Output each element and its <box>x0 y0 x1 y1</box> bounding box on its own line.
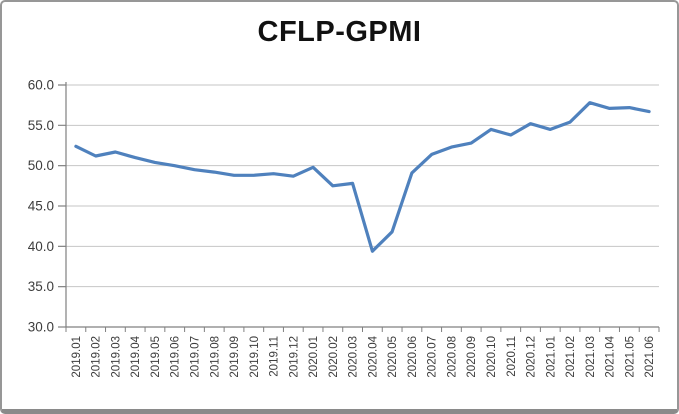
y-axis-label: 55.0 <box>28 118 54 133</box>
x-axis-label: 2020.04 <box>367 335 379 377</box>
chart-title: CFLP-GPMI <box>257 16 422 48</box>
x-axis-label: 2019.05 <box>150 336 162 378</box>
x-axis-label: 2020.06 <box>407 336 419 378</box>
x-axis-label: 2019.07 <box>189 336 201 378</box>
y-axis-label: 30.0 <box>28 320 54 335</box>
x-axis-label: 2021.03 <box>585 336 597 378</box>
x-axis-label: 2020.12 <box>526 336 538 378</box>
x-axis-label: 2019.08 <box>209 336 221 378</box>
y-axis-label: 60.0 <box>28 78 54 93</box>
data-line <box>74 101 651 253</box>
x-axis-label: 2019.04 <box>130 335 142 377</box>
x-axis-label: 2020.01 <box>308 336 320 378</box>
x-axis-label: 2019.06 <box>170 336 182 378</box>
x-axis-label: 2020.08 <box>446 336 458 378</box>
x-axis-label: 2021.04 <box>605 335 617 377</box>
x-axis-label: 2021.01 <box>545 336 557 378</box>
x-axis-label: 2019.02 <box>91 336 103 378</box>
x-axis-label: 2020.05 <box>387 336 399 378</box>
x-axis-label: 2019.10 <box>249 336 261 378</box>
x-axis-label: 2020.02 <box>328 336 340 378</box>
x-axis-label: 2020.07 <box>427 336 439 378</box>
x-axis-label: 2021.06 <box>644 336 656 378</box>
x-axis-label: 2020.11 <box>506 336 518 377</box>
x-axis-label: 2020.10 <box>486 336 498 378</box>
x-axis-label: 2021.05 <box>624 336 636 378</box>
y-axis-label: 35.0 <box>28 279 54 294</box>
x-axis-label: 2019.03 <box>110 336 122 378</box>
x-axis-label: 2019.11 <box>269 336 281 377</box>
y-axis-label: 45.0 <box>28 199 54 214</box>
x-axis-label: 2020.09 <box>466 336 478 378</box>
x-axis-label: 2019.01 <box>71 336 83 378</box>
x-axis-label: 2021.02 <box>565 336 577 378</box>
x-axis-label: 2019.12 <box>288 336 300 378</box>
y-axis-label: 50.0 <box>28 158 54 173</box>
x-axis-label: 2019.09 <box>229 336 241 378</box>
y-axis-label: 40.0 <box>28 239 54 254</box>
x-axis-label: 2020.03 <box>348 336 360 378</box>
